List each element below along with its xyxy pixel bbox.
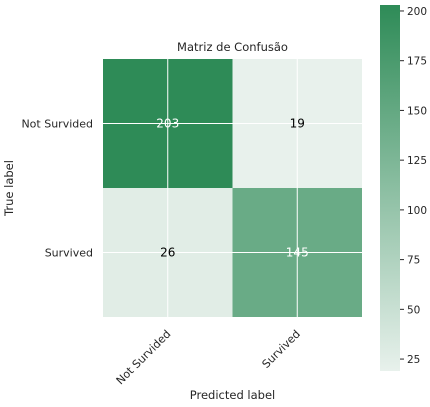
colorbar-tick-label: 100 [407, 205, 427, 217]
cell-value-label: 19 [290, 117, 305, 131]
colorbar-tick-label: 75 [407, 255, 420, 267]
chart-title: Matriz de Confusão [177, 40, 288, 54]
colorbar-tick-label: 125 [407, 155, 427, 167]
y-tick-labels: Not Survided Survived [21, 118, 93, 260]
x-axis-label: Predicted label [190, 388, 275, 402]
colorbar-gradient [380, 5, 400, 371]
cell-value-label: 203 [156, 117, 179, 131]
y-tick-label: Survived [45, 247, 93, 260]
cell-value-labels: 203 19 26 145 [156, 117, 308, 260]
y-axis-label: True label [2, 160, 16, 217]
colorbar-tick-label: 175 [407, 56, 427, 68]
colorbar-tick-label: 150 [407, 105, 427, 117]
colorbar-tick-label: 200 [407, 6, 427, 18]
cell-value-label: 26 [160, 246, 175, 260]
colorbar-ticks: 25 50 75 100 125 150 175 200 [400, 6, 427, 366]
heatmap-cells [103, 59, 362, 317]
cell-value-label: 145 [286, 246, 309, 260]
colorbar-tick-label: 25 [407, 354, 420, 366]
colorbar-tick-label: 50 [407, 304, 420, 316]
colorbar: 25 50 75 100 125 150 175 200 [380, 5, 427, 371]
y-tick-label: Not Survided [21, 118, 93, 131]
gridlines [103, 59, 362, 317]
